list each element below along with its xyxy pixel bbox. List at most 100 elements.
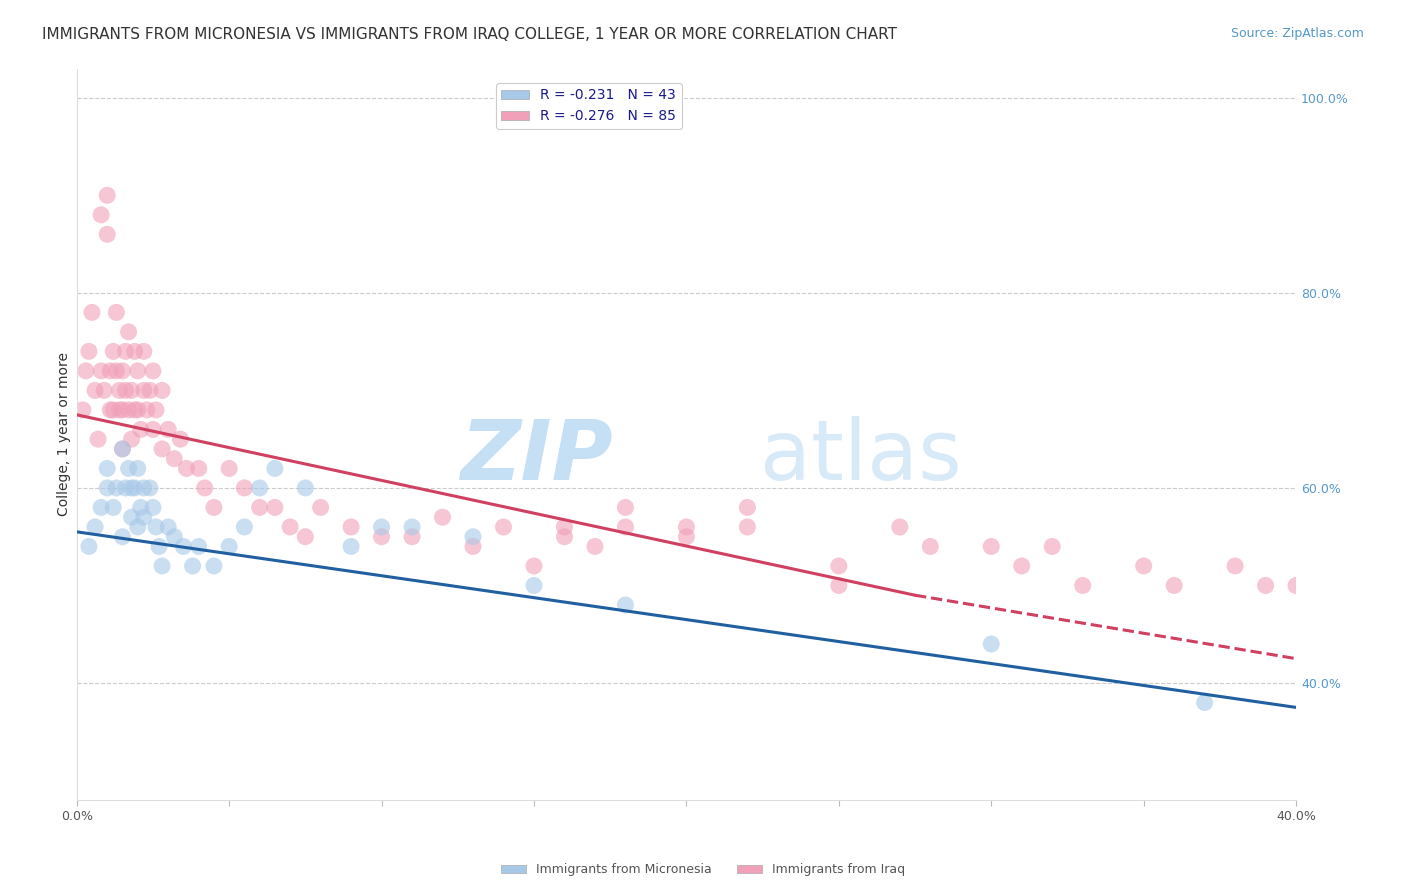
Point <box>129 422 152 436</box>
Point <box>163 451 186 466</box>
Point <box>340 540 363 554</box>
Point <box>132 344 155 359</box>
Point <box>108 384 131 398</box>
Point <box>675 530 697 544</box>
Point <box>124 344 146 359</box>
Point <box>370 520 392 534</box>
Point <box>103 344 125 359</box>
Point <box>202 500 225 515</box>
Point <box>121 384 143 398</box>
Point <box>523 558 546 573</box>
Point <box>176 461 198 475</box>
Point <box>523 578 546 592</box>
Point <box>172 540 194 554</box>
Point <box>96 227 118 242</box>
Point <box>157 520 180 534</box>
Point <box>139 384 162 398</box>
Point <box>187 461 209 475</box>
Point <box>127 403 149 417</box>
Point <box>124 403 146 417</box>
Point <box>142 364 165 378</box>
Point <box>1132 558 1154 573</box>
Point <box>135 403 157 417</box>
Point <box>96 188 118 202</box>
Point <box>103 403 125 417</box>
Point <box>249 500 271 515</box>
Point <box>132 384 155 398</box>
Point <box>121 510 143 524</box>
Point <box>139 481 162 495</box>
Point <box>889 520 911 534</box>
Point <box>148 540 170 554</box>
Point <box>737 520 759 534</box>
Point <box>108 403 131 417</box>
Point <box>553 520 575 534</box>
Point <box>264 500 287 515</box>
Point <box>77 344 100 359</box>
Point <box>111 364 134 378</box>
Point <box>1194 696 1216 710</box>
Point <box>145 520 167 534</box>
Point <box>1071 578 1094 592</box>
Point <box>87 432 110 446</box>
Point <box>187 540 209 554</box>
Point <box>117 461 139 475</box>
Point <box>920 540 942 554</box>
Point <box>98 403 121 417</box>
Point <box>111 403 134 417</box>
Point <box>84 520 107 534</box>
Point <box>370 530 392 544</box>
Point <box>614 598 637 612</box>
Point <box>105 305 128 319</box>
Point <box>828 558 851 573</box>
Point <box>90 364 112 378</box>
Point <box>124 481 146 495</box>
Point <box>157 422 180 436</box>
Point <box>294 530 316 544</box>
Point <box>614 500 637 515</box>
Point <box>249 481 271 495</box>
Point <box>461 540 484 554</box>
Text: IMMIGRANTS FROM MICRONESIA VS IMMIGRANTS FROM IRAQ COLLEGE, 1 YEAR OR MORE CORRE: IMMIGRANTS FROM MICRONESIA VS IMMIGRANTS… <box>42 27 897 42</box>
Point <box>142 500 165 515</box>
Point <box>340 520 363 534</box>
Text: Source: ZipAtlas.com: Source: ZipAtlas.com <box>1230 27 1364 40</box>
Point <box>121 481 143 495</box>
Point <box>77 540 100 554</box>
Point <box>114 344 136 359</box>
Point <box>737 500 759 515</box>
Point <box>117 403 139 417</box>
Point <box>98 364 121 378</box>
Point <box>278 520 301 534</box>
Legend: Immigrants from Micronesia, Immigrants from Iraq: Immigrants from Micronesia, Immigrants f… <box>496 858 910 881</box>
Point <box>105 481 128 495</box>
Point <box>583 540 606 554</box>
Point <box>163 530 186 544</box>
Point <box>75 364 97 378</box>
Point <box>90 208 112 222</box>
Y-axis label: College, 1 year or more: College, 1 year or more <box>58 352 72 516</box>
Point <box>121 432 143 446</box>
Point <box>492 520 515 534</box>
Point <box>202 558 225 573</box>
Point <box>461 530 484 544</box>
Text: ZIP: ZIP <box>461 416 613 497</box>
Point <box>1040 540 1063 554</box>
Point <box>1285 578 1308 592</box>
Point <box>401 530 423 544</box>
Point <box>150 384 173 398</box>
Point <box>264 461 287 475</box>
Point <box>72 403 94 417</box>
Point <box>294 481 316 495</box>
Point <box>111 442 134 456</box>
Point <box>150 558 173 573</box>
Point <box>150 442 173 456</box>
Point <box>84 384 107 398</box>
Point <box>218 461 240 475</box>
Text: atlas: atlas <box>759 416 962 497</box>
Point <box>828 578 851 592</box>
Point <box>96 461 118 475</box>
Point <box>309 500 332 515</box>
Point <box>117 325 139 339</box>
Point <box>127 364 149 378</box>
